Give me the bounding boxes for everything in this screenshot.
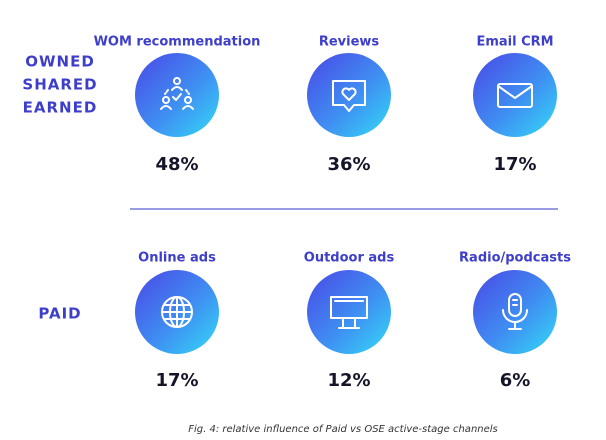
channel-label: Reviews bbox=[319, 35, 380, 50]
group-label: EARNED bbox=[23, 99, 98, 117]
email-icon bbox=[497, 83, 533, 108]
channel-value: 12% bbox=[327, 370, 370, 391]
icon-circle bbox=[307, 53, 391, 137]
globe-icon bbox=[161, 296, 193, 328]
group-label: SHARED bbox=[22, 76, 97, 94]
group-label: OWNED bbox=[25, 53, 95, 71]
channel-label: Email CRM bbox=[476, 35, 553, 50]
caption: Fig. 4: relative influence of Paid vs OS… bbox=[188, 424, 498, 435]
channel-value: 6% bbox=[500, 370, 531, 391]
channel-label: WOM recommendation bbox=[94, 35, 261, 50]
people-icon bbox=[160, 77, 194, 110]
channel-value: 36% bbox=[327, 154, 370, 175]
channel-value: 48% bbox=[155, 154, 198, 175]
group-label: PAID bbox=[38, 305, 81, 323]
icon-circle bbox=[307, 270, 391, 354]
channel-label: Online ads bbox=[138, 251, 216, 266]
review-icon bbox=[332, 80, 366, 112]
icon-circle bbox=[473, 53, 557, 137]
billboard-icon bbox=[330, 296, 368, 329]
mic-icon bbox=[502, 293, 528, 330]
channel-value: 17% bbox=[493, 154, 536, 175]
channel-label: Radio/podcasts bbox=[459, 251, 571, 266]
icon-circle bbox=[135, 53, 219, 137]
icon-circle bbox=[473, 270, 557, 354]
channel-label: Outdoor ads bbox=[304, 251, 395, 266]
channel-value: 17% bbox=[155, 370, 198, 391]
icons bbox=[135, 53, 557, 354]
